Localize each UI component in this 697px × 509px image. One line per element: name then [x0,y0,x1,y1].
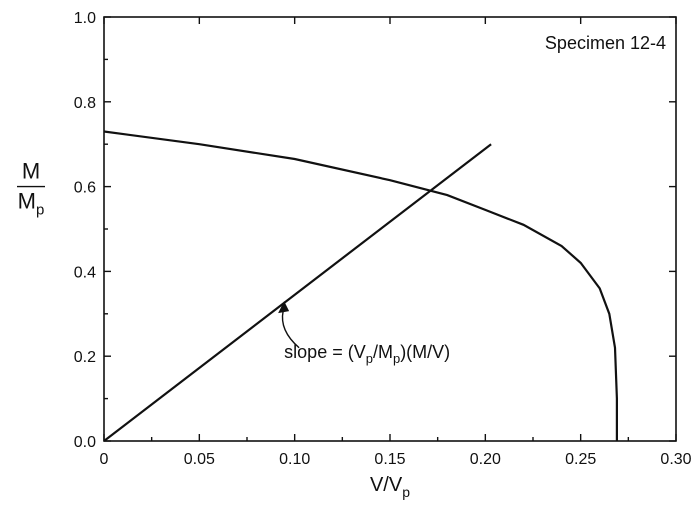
x-tick-label: 0.25 [565,451,596,468]
y-axis-label-denominator-sub: p [36,202,44,219]
interaction-curve [103,130,618,441]
callout-leader [281,310,300,349]
series [103,130,618,442]
x-tick-label: 0.10 [279,451,310,468]
slope-callout: slope = (Vp/Mp)(M/V) [278,301,450,366]
x-tick-label: 0.20 [470,451,501,468]
slope-label: slope = (Vp/Mp)(M/V) [284,342,450,366]
plot-frame [103,16,677,442]
x-tick-label: 0 [100,451,109,468]
y-tick-label: 0.4 [74,264,96,281]
slope-label-sub1: p [366,351,373,366]
slope-label-post: )(M/V) [400,342,450,362]
callout-arrowhead [278,301,290,314]
y-tick-label: 0.0 [74,434,96,451]
slope-label-pre: slope = (V [284,342,366,362]
ticks: 0 0.05 0.10 0.15 0.20 0.25 0.30 0.0 0.2 0.4 0.6 0.8… [74,10,692,468]
slope-line [103,143,492,442]
y-tick-label: 0.6 [74,180,96,197]
x-tick-label: 0.30 [660,451,691,468]
y-axis-label: M Mp [17,159,45,219]
specimen-label: Specimen 12-4 [545,33,666,53]
y-axis-label-denominator: Mp [18,189,45,219]
x-axis-label: V/Vp [370,474,410,500]
y-axis-label-numerator: M [22,159,40,184]
x-tick-label: 0.15 [374,451,405,468]
slope-label-sub2: p [393,351,400,366]
slope-label-mid: /M [373,342,393,362]
x-tick-label: 0.05 [184,451,215,468]
y-tick-label: 0.8 [74,95,96,112]
x-axis-label-sub: p [402,484,410,500]
y-axis-label-denominator-main: M [18,189,36,214]
x-axis-label-main: V/V [370,474,403,496]
y-tick-label: 1.0 [74,10,96,27]
y-tick-label: 0.2 [74,349,96,366]
